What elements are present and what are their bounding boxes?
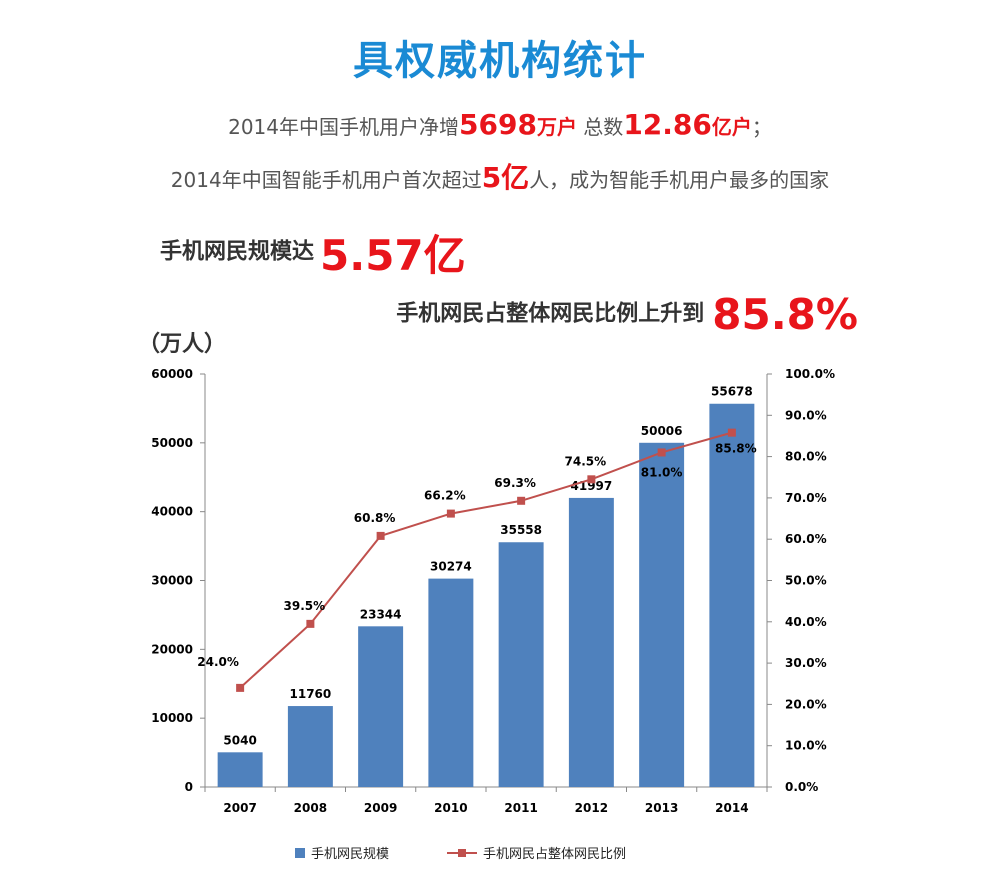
right-tick-label: 0.0% (785, 780, 818, 794)
left-tick-label: 40000 (151, 505, 193, 519)
right-tick-label: 30.0% (785, 656, 827, 670)
ratio-value-label: 39.5% (284, 599, 326, 613)
x-tick-label: 2008 (294, 801, 327, 815)
bar-value-label: 5040 (223, 733, 256, 747)
right-axis: 0.0% 10.0% 20.0% 30.0% 40.0% 50.0% 60.0% 70.0% 8… (766, 367, 835, 794)
smartphone-users-number: 5亿 (481, 161, 530, 194)
ratio-point (517, 496, 526, 505)
line1-suffix: ； (751, 115, 772, 139)
right-tick-label: 70.0% (785, 491, 827, 505)
ratio-value-label: 81.0% (641, 465, 683, 479)
bar-value-label: 55678 (711, 385, 753, 399)
x-tick-label: 2010 (434, 801, 467, 815)
left-tick-label: 30000 (151, 574, 193, 588)
ratio-value-label: 69.3% (494, 476, 536, 490)
net-increase-number: 5698 (459, 108, 537, 141)
legend-line-marker (458, 849, 466, 857)
right-tick-label: 50.0% (785, 574, 827, 588)
bar (709, 403, 755, 787)
ratio-value-label: 74.5% (565, 454, 607, 468)
bar-value-label: 35558 (500, 523, 542, 537)
mobile-netizen-chart: 0 10000 20000 30000 40000 50000 60000 0.0% 10.0… (151, 367, 835, 862)
legend: 手机网民规模 手机网民占整体网民比例 (295, 847, 626, 862)
line1-middle: 总数 (576, 115, 624, 139)
bar-value-label: 11760 (290, 687, 332, 701)
headline-user-growth: 2014年中国手机用户净增5698万户 总数12.86亿户； (0, 108, 1000, 141)
ratio-label: 手机网民占整体网民比例上升到 (396, 301, 705, 327)
legend-bar-label: 手机网民规模 (311, 847, 389, 862)
page-title: 具权威机构统计 (353, 38, 647, 84)
x-axis: 2007 2008 2009 2010 2011 2012 2013 2014 (204, 786, 768, 815)
bar (287, 706, 333, 787)
bar-value-label: 23344 (360, 607, 402, 621)
left-tick-label: 10000 (151, 711, 193, 725)
ratio-point (727, 428, 736, 437)
legend-bar-swatch (295, 848, 305, 858)
bar-value-label: 50006 (641, 424, 683, 438)
mobile-netizen-scale-stat: 手机网民规模达 5.57亿 (160, 222, 466, 283)
line2-prefix: 2014年中国智能手机用户首次超过 (170, 168, 482, 192)
ratio-value-label: 60.8% (354, 511, 396, 525)
bar (639, 442, 685, 787)
left-tick-label: 0 (185, 780, 193, 794)
ratio-point (587, 475, 596, 484)
left-tick-label: 50000 (151, 436, 193, 450)
x-tick-label: 2014 (715, 801, 748, 815)
ratio-line (239, 431, 733, 689)
scale-label: 手机网民规模达 (160, 239, 315, 265)
headline-smartphone-users: 2014年中国智能手机用户首次超过5亿人，成为智能手机用户最多的国家 (0, 156, 1000, 196)
ratio-point (236, 683, 245, 692)
right-tick-label: 100.0% (785, 367, 835, 381)
right-tick-label: 40.0% (785, 615, 827, 629)
ratio-point (657, 448, 666, 457)
left-tick-label: 60000 (151, 367, 193, 381)
bar (428, 578, 474, 787)
x-tick-label: 2009 (364, 801, 397, 815)
line2-suffix: 人，成为智能手机用户最多的国家 (529, 168, 830, 192)
line1-prefix: 2014年中国手机用户净增 (228, 115, 460, 139)
right-tick-label: 10.0% (785, 739, 827, 753)
legend-line-label: 手机网民占整体网民比例 (483, 847, 626, 862)
right-tick-label: 80.0% (785, 450, 827, 464)
right-tick-label: 90.0% (785, 408, 827, 422)
bar (358, 626, 404, 787)
bar (568, 497, 614, 787)
ratio-point (446, 509, 455, 518)
total-unit: 亿户 (711, 115, 752, 139)
right-tick-label: 60.0% (785, 532, 827, 546)
bar (217, 752, 263, 787)
ratio-value-label: 66.2% (424, 489, 466, 503)
scale-value: 5.57亿 (320, 231, 466, 280)
bar (498, 542, 544, 787)
y-axis-unit: （万人） (138, 332, 227, 357)
line-series: 24.0% 39.5% 60.8% 66.2% 69.3% 74.5% 81.0% 85.8% (197, 428, 757, 692)
x-tick-label: 2007 (223, 801, 256, 815)
right-tick-label: 20.0% (785, 697, 827, 711)
bar-value-label: 30274 (430, 560, 472, 574)
ratio-point (306, 619, 315, 628)
x-tick-label: 2011 (504, 801, 537, 815)
ratio-value: 85.8% (712, 290, 858, 339)
mobile-netizen-ratio-stat: 手机网民占整体网民比例上升到 85.8% (396, 290, 858, 339)
ratio-value-label: 24.0% (197, 655, 239, 669)
x-tick-label: 2013 (645, 801, 678, 815)
total-number: 12.86 (623, 108, 712, 141)
net-increase-unit: 万户 (536, 115, 577, 139)
left-axis: 0 10000 20000 30000 40000 50000 60000 (151, 367, 206, 794)
left-tick-label: 20000 (151, 642, 193, 656)
ratio-point (376, 531, 385, 540)
x-tick-label: 2012 (575, 801, 608, 815)
ratio-value-label: 85.8% (715, 442, 757, 456)
